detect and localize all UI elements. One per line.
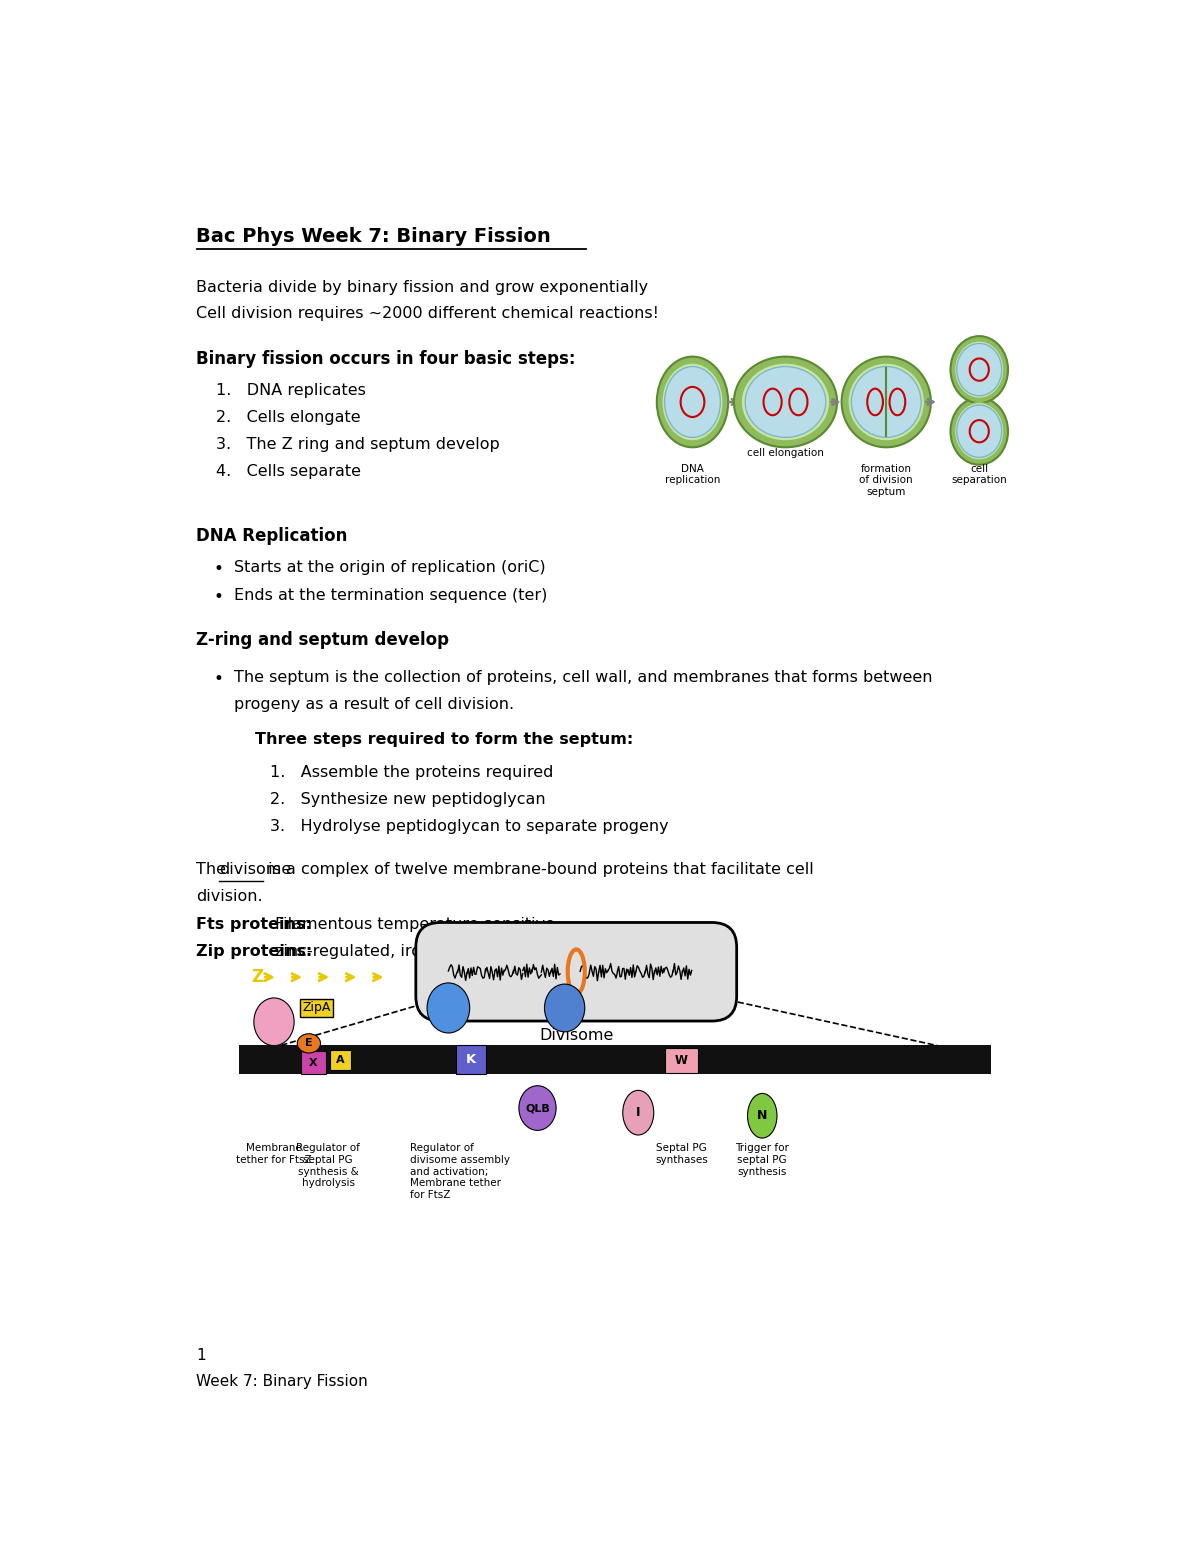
Text: Septal PG
synthases: Septal PG synthases: [655, 1143, 708, 1165]
Text: 3.   The Z ring and septum develop: 3. The Z ring and septum develop: [216, 438, 499, 452]
Text: Starts at the origin of replication (oriC): Starts at the origin of replication (ori…: [234, 559, 545, 575]
Text: 3.   Hydrolyse peptidoglycan to separate progeny: 3. Hydrolyse peptidoglycan to separate p…: [270, 818, 668, 834]
Text: A: A: [336, 1056, 344, 1065]
Text: Filamentous temperature sensitive: Filamentous temperature sensitive: [275, 918, 554, 932]
Text: DNA Replication: DNA Replication: [197, 526, 348, 545]
Text: cell
separation: cell separation: [952, 463, 1007, 485]
Text: Fts proteins:: Fts proteins:: [197, 918, 318, 932]
Text: Cell division requires ~2000 different chemical reactions!: Cell division requires ~2000 different c…: [197, 306, 659, 321]
Ellipse shape: [623, 1090, 654, 1135]
Text: Zip proteins:: Zip proteins:: [197, 944, 318, 960]
Text: 1.   DNA replicates: 1. DNA replicates: [216, 384, 366, 399]
Ellipse shape: [742, 363, 830, 441]
Ellipse shape: [656, 357, 728, 447]
Text: Regulator of
divisome assembly
and activation;
Membrane tether
for FtsZ: Regulator of divisome assembly and activ…: [409, 1143, 510, 1200]
Text: progeny as a result of cell division.: progeny as a result of cell division.: [234, 697, 514, 711]
Ellipse shape: [665, 367, 720, 438]
Text: 2.   Synthesize new peptidoglycan: 2. Synthesize new peptidoglycan: [270, 792, 546, 806]
Ellipse shape: [950, 398, 1008, 464]
Text: zinc-regulated, iron-regulated, transporter-like protein: zinc-regulated, iron-regulated, transpor…: [275, 944, 710, 960]
Ellipse shape: [954, 402, 1004, 460]
Ellipse shape: [954, 340, 1004, 399]
Text: The septum is the collection of proteins, cell wall, and membranes that forms be: The septum is the collection of proteins…: [234, 669, 932, 685]
Text: •: •: [214, 669, 223, 688]
Text: 1.   Assemble the proteins required: 1. Assemble the proteins required: [270, 764, 553, 780]
Ellipse shape: [851, 367, 922, 438]
Ellipse shape: [545, 985, 584, 1031]
Text: is a complex of twelve membrane-bound proteins that facilitate cell: is a complex of twelve membrane-bound pr…: [264, 862, 815, 877]
Text: X: X: [310, 1058, 318, 1067]
Ellipse shape: [956, 343, 1002, 396]
Text: Linker/DNA
translocase: Linker/DNA translocase: [418, 950, 479, 972]
Text: Three steps required to form the septum:: Three steps required to form the septum:: [254, 731, 632, 747]
Text: Ends at the termination sequence (ter): Ends at the termination sequence (ter): [234, 589, 547, 603]
Text: Divisome: Divisome: [539, 1028, 613, 1044]
Text: •: •: [214, 559, 223, 578]
Text: E: E: [305, 1039, 313, 1048]
FancyBboxPatch shape: [416, 922, 737, 1020]
Text: Z: Z: [251, 968, 263, 986]
Text: Regulator of
divisome
activation: Regulator of divisome activation: [533, 950, 596, 985]
Ellipse shape: [254, 999, 294, 1045]
Ellipse shape: [518, 1086, 556, 1131]
Text: W: W: [676, 1054, 688, 1067]
Text: Week 7: Binary Fission: Week 7: Binary Fission: [197, 1374, 368, 1388]
Text: Trigger for
septal PG
synthesis: Trigger for septal PG synthesis: [736, 1143, 790, 1177]
Text: 2.   Cells elongate: 2. Cells elongate: [216, 410, 360, 426]
Text: Binary fission occurs in four basic steps:: Binary fission occurs in four basic step…: [197, 349, 576, 368]
Text: Bac Phys Week 7: Binary Fission: Bac Phys Week 7: Binary Fission: [197, 227, 551, 245]
Text: Bacteria divide by binary fission and grow exponentially: Bacteria divide by binary fission and gr…: [197, 280, 649, 295]
Ellipse shape: [662, 363, 724, 441]
Ellipse shape: [841, 357, 931, 447]
Ellipse shape: [848, 363, 925, 441]
Text: Regulator of
septal PG
synthesis &
hydrolysis: Regulator of septal PG synthesis & hydro…: [296, 1143, 360, 1188]
Text: DNA
replication: DNA replication: [665, 463, 720, 485]
Bar: [301, 1051, 326, 1075]
Bar: [456, 1045, 486, 1075]
Ellipse shape: [745, 367, 826, 438]
Bar: [665, 1048, 698, 1073]
Text: Z-ring and septum develop: Z-ring and septum develop: [197, 632, 450, 649]
Text: •: •: [214, 589, 223, 606]
Ellipse shape: [956, 405, 1002, 458]
Bar: [330, 1050, 352, 1070]
Text: K: K: [466, 1053, 476, 1065]
Text: 1: 1: [197, 1348, 206, 1362]
Ellipse shape: [734, 357, 838, 447]
Text: N: N: [757, 1109, 768, 1123]
Text: division.: division.: [197, 888, 263, 904]
Text: ZipA: ZipA: [302, 1002, 331, 1014]
Text: 4.   Cells separate: 4. Cells separate: [216, 464, 361, 480]
Text: formation
of division
septum: formation of division septum: [859, 463, 913, 497]
Bar: [239, 1045, 991, 1075]
Text: I: I: [636, 1106, 641, 1120]
Ellipse shape: [748, 1093, 776, 1138]
Text: QLB: QLB: [526, 1103, 550, 1114]
Text: The: The: [197, 862, 232, 877]
Ellipse shape: [427, 983, 469, 1033]
Text: divisome: divisome: [218, 862, 292, 877]
Text: Membrane
tether for FtsZ: Membrane tether for FtsZ: [236, 1143, 312, 1165]
Ellipse shape: [298, 1034, 320, 1053]
Ellipse shape: [950, 335, 1008, 404]
Text: cell elongation: cell elongation: [748, 449, 824, 458]
